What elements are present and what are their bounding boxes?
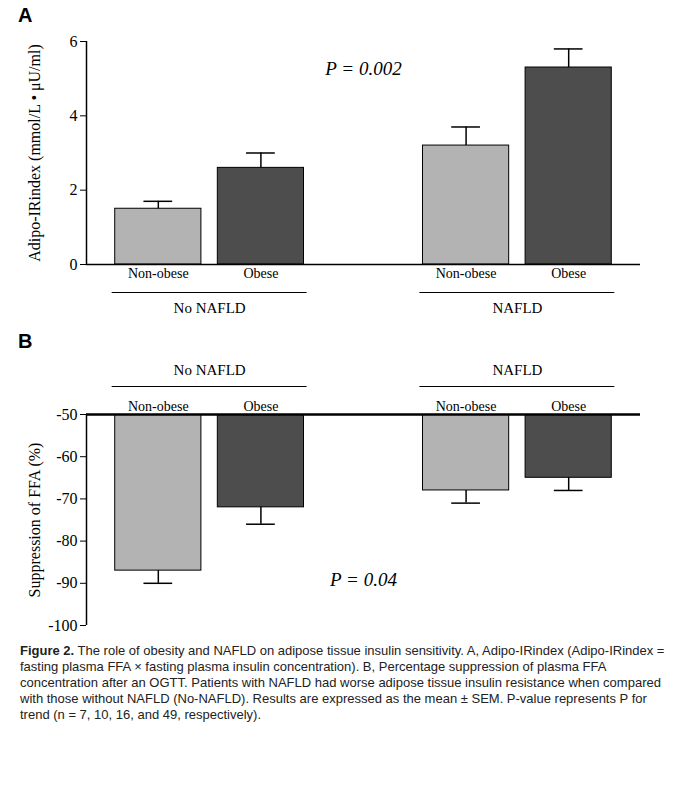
svg-text:NAFLD: NAFLD [492, 300, 542, 316]
svg-text:6: 6 [70, 33, 78, 50]
svg-text:Non-obese: Non-obese [128, 266, 189, 281]
svg-text:4: 4 [70, 107, 78, 124]
svg-text:Non-obese: Non-obese [436, 266, 497, 281]
svg-text:No NAFLD: No NAFLD [174, 362, 246, 378]
svg-text:0: 0 [70, 256, 78, 273]
svg-text:Obese: Obese [551, 266, 586, 281]
html-text:Figure 2. The role of obesity: Figure 2. The role of obesity and NAFLD … [20, 643, 665, 722]
svg-text:Non-obese: Non-obese [436, 399, 497, 414]
svg-text:-70: -70 [56, 490, 77, 507]
svg-text:Non-obese: Non-obese [128, 399, 189, 414]
svg-text:Obese: Obese [243, 399, 278, 414]
svg-text:-60: -60 [56, 448, 77, 465]
svg-text:Suppression of FFA (%): Suppression of FFA (%) [26, 443, 44, 598]
html-text:B: B [18, 330, 33, 352]
svg-text:Obese: Obese [243, 266, 278, 281]
svg-text:Adipo-IRindex (mmol/L • μU/ml): Adipo-IRindex (mmol/L • μU/ml) [26, 44, 44, 262]
svg-text:P = 0.04: P = 0.04 [329, 569, 397, 590]
svg-text:NAFLD: NAFLD [492, 362, 542, 378]
svg-text:Obese: Obese [551, 399, 586, 414]
svg-text:-50: -50 [56, 406, 77, 423]
svg-text:-90: -90 [56, 574, 77, 591]
svg-text:2: 2 [70, 181, 78, 198]
html-text:A: A [18, 4, 33, 26]
svg-text:-100: -100 [48, 617, 77, 634]
svg-text:P = 0.002: P = 0.002 [324, 58, 402, 79]
svg-text:No NAFLD: No NAFLD [174, 300, 246, 316]
svg-text:-80: -80 [56, 532, 77, 549]
